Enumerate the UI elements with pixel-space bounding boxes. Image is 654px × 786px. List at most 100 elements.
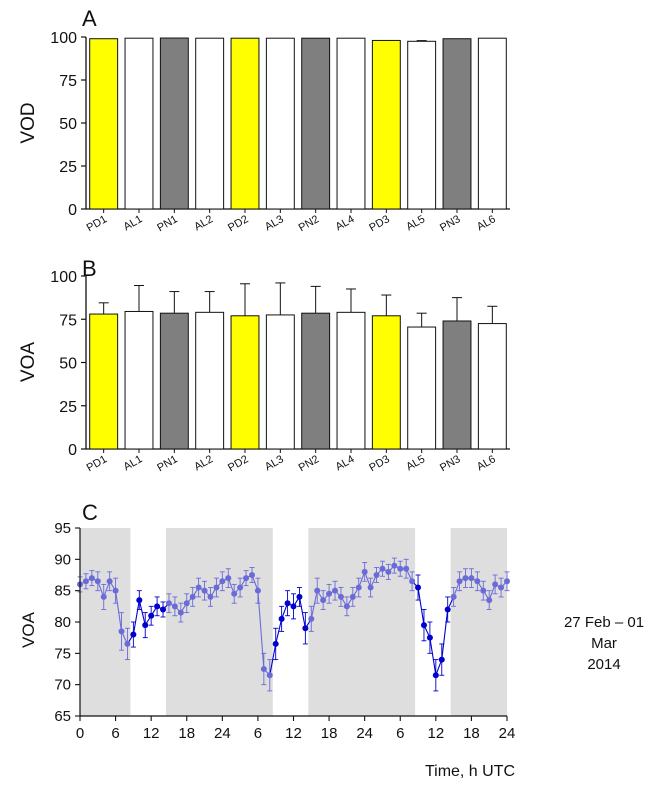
panel-a-x-tick-label: PD2 xyxy=(226,213,251,234)
panel-c-data-point xyxy=(213,584,220,591)
panel-b-bar-pn3 xyxy=(442,320,472,450)
panel-c-data-point xyxy=(480,587,487,594)
panel-b-bar-al6 xyxy=(477,323,507,450)
panel-a-bar-al4 xyxy=(336,37,366,210)
panel-b-bar-pn2 xyxy=(301,312,331,450)
panel-b-x-tick-label: PD3 xyxy=(367,453,392,474)
panel-b-x-tick-label: AL3 xyxy=(263,453,286,473)
panel-c-series-line xyxy=(310,590,318,619)
panel-c-night-band xyxy=(308,528,416,716)
panel-c-data-point xyxy=(266,672,273,679)
panel-a-bar-pd3 xyxy=(371,39,401,210)
panel-c-data-point xyxy=(403,565,410,572)
panel-c-data-point xyxy=(183,600,190,607)
panel-c-data-point xyxy=(148,612,155,619)
panel-c-data-point xyxy=(379,565,386,572)
panel-c-series-line xyxy=(115,590,123,632)
panel-c-data-point xyxy=(195,584,202,591)
panel-b-x-tick-label: PN3 xyxy=(438,453,463,474)
panel-c-x-tick-label: 18 xyxy=(178,725,195,742)
panel-c-data-point xyxy=(349,593,356,600)
panel-c-data-point xyxy=(142,622,149,629)
panel-c-data-point xyxy=(367,584,374,591)
panel-c-data-point xyxy=(409,578,416,585)
panel-a-y-tick-label: 25 xyxy=(59,159,77,176)
panel-c-data-point xyxy=(343,603,350,610)
panel-c-data-point xyxy=(486,597,493,604)
panel-c-data-point xyxy=(82,578,89,585)
panel-c-x-tick-label: 24 xyxy=(214,725,231,742)
panel-a-bar-pn3 xyxy=(442,38,472,210)
panel-c-x-tick-label: 12 xyxy=(427,725,444,742)
panel-a-y-tick-label: 0 xyxy=(68,202,77,219)
panel-c-y-tick-label: 90 xyxy=(54,551,71,568)
panel-a-y-tick-label: 75 xyxy=(59,73,77,90)
panel-a-x-tick-label: AL6 xyxy=(475,213,498,233)
panel-b-y-axis-title: VOA xyxy=(18,342,39,382)
panel-c-data-point xyxy=(243,575,250,582)
panel-c-data-point xyxy=(237,584,244,591)
panel-b-plot: 0 25 50 75 100 PD1 AL1 PN1 AL2 PD2 AL3 PN2 AL4 PD3 AL5… xyxy=(50,269,510,474)
panel-c-y-tick-label: 85 xyxy=(54,583,71,600)
panel-c-data-point xyxy=(391,562,398,569)
panel-a-x-tick-label: PN3 xyxy=(438,213,463,234)
panel-c-data-point xyxy=(296,593,303,600)
panel-b-y-tick-label: 25 xyxy=(59,399,77,416)
panel-c-data-point xyxy=(426,634,433,641)
panel-c-series-line xyxy=(257,590,265,670)
panel-a-x-tick-label: PN2 xyxy=(297,213,322,234)
panel-b-x-tick-label: AL6 xyxy=(475,453,498,473)
date-range-note: 27 Feb – 01 Mar 2014 xyxy=(556,612,652,675)
panel-b-x-tick-label: AL4 xyxy=(334,453,357,473)
panel-c-data-point xyxy=(397,565,404,572)
panel-c-data-point xyxy=(160,606,167,613)
panel-c-x-tick-label: 6 xyxy=(111,725,119,742)
panel-a-x-tick-label: AL3 xyxy=(263,213,286,233)
panel-b-bar-pd2 xyxy=(230,315,260,450)
panel-c-y-tick-label: 95 xyxy=(54,520,71,537)
panel-c-night-band xyxy=(450,528,507,716)
panel-c-data-point xyxy=(415,584,422,591)
panel-c-y-tick-label: 65 xyxy=(54,708,71,725)
panel-c-data-point xyxy=(171,603,178,610)
panel-b-y-tick-label: 100 xyxy=(50,269,77,286)
panel-a-bar-al1 xyxy=(124,37,154,210)
panel-a-bar-pn1 xyxy=(159,37,189,210)
panel-c-x-tick-label: 18 xyxy=(321,725,338,742)
panel-c-data-point xyxy=(474,578,481,585)
panel-c-data-point xyxy=(219,578,226,585)
panel-c-series-line xyxy=(441,609,449,660)
panel-a-bar-al5 xyxy=(407,40,437,210)
panel-c-x-tick-label: 6 xyxy=(396,725,404,742)
panel-b-x-tick-label: AL1 xyxy=(122,453,145,473)
panel-c-data-point xyxy=(254,587,261,594)
panel-b-bar-pd1 xyxy=(89,313,119,450)
panel-c-data-point xyxy=(225,575,232,582)
panel-label-b: B xyxy=(82,256,97,281)
panel-a-bar-al6 xyxy=(477,37,507,210)
panel-c-data-point xyxy=(373,572,380,578)
panel-c-data-point xyxy=(326,590,333,597)
panel-a-bar-al3 xyxy=(265,37,295,210)
panel-c-data-point xyxy=(94,578,101,585)
panel-c-x-tick-label: 6 xyxy=(254,725,262,742)
panel-b-bar-al5 xyxy=(407,326,437,450)
panel-c-data-point xyxy=(136,597,143,604)
panel-a-bar-pd2 xyxy=(230,37,260,210)
panel-b-y-tick-label: 50 xyxy=(59,356,77,373)
panel-c-night-band xyxy=(165,528,273,716)
panel-a-plot: 0 25 50 75 100 PD1 AL1 PN1 AL2 PD2 AL3 PN2 AL4 PD3 AL5… xyxy=(50,30,510,234)
panel-c-data-point xyxy=(308,615,315,622)
panel-b-x-tick-label: PD1 xyxy=(85,453,110,474)
panel-c-y-tick-label: 75 xyxy=(54,645,71,662)
panel-c-data-point xyxy=(290,603,297,610)
panel-b-bar-al1 xyxy=(124,310,154,450)
panel-c-data-point xyxy=(492,581,499,588)
panel-a-x-tick-label: AL4 xyxy=(334,213,357,233)
panel-c-data-point xyxy=(337,593,344,600)
panel-c-series-line xyxy=(269,643,277,676)
panel-c-series-line xyxy=(429,637,437,676)
panel-c-x-tick-label: 24 xyxy=(356,725,373,742)
panel-c-data-point xyxy=(278,615,285,622)
panel-b-bar-pd3 xyxy=(371,315,401,450)
